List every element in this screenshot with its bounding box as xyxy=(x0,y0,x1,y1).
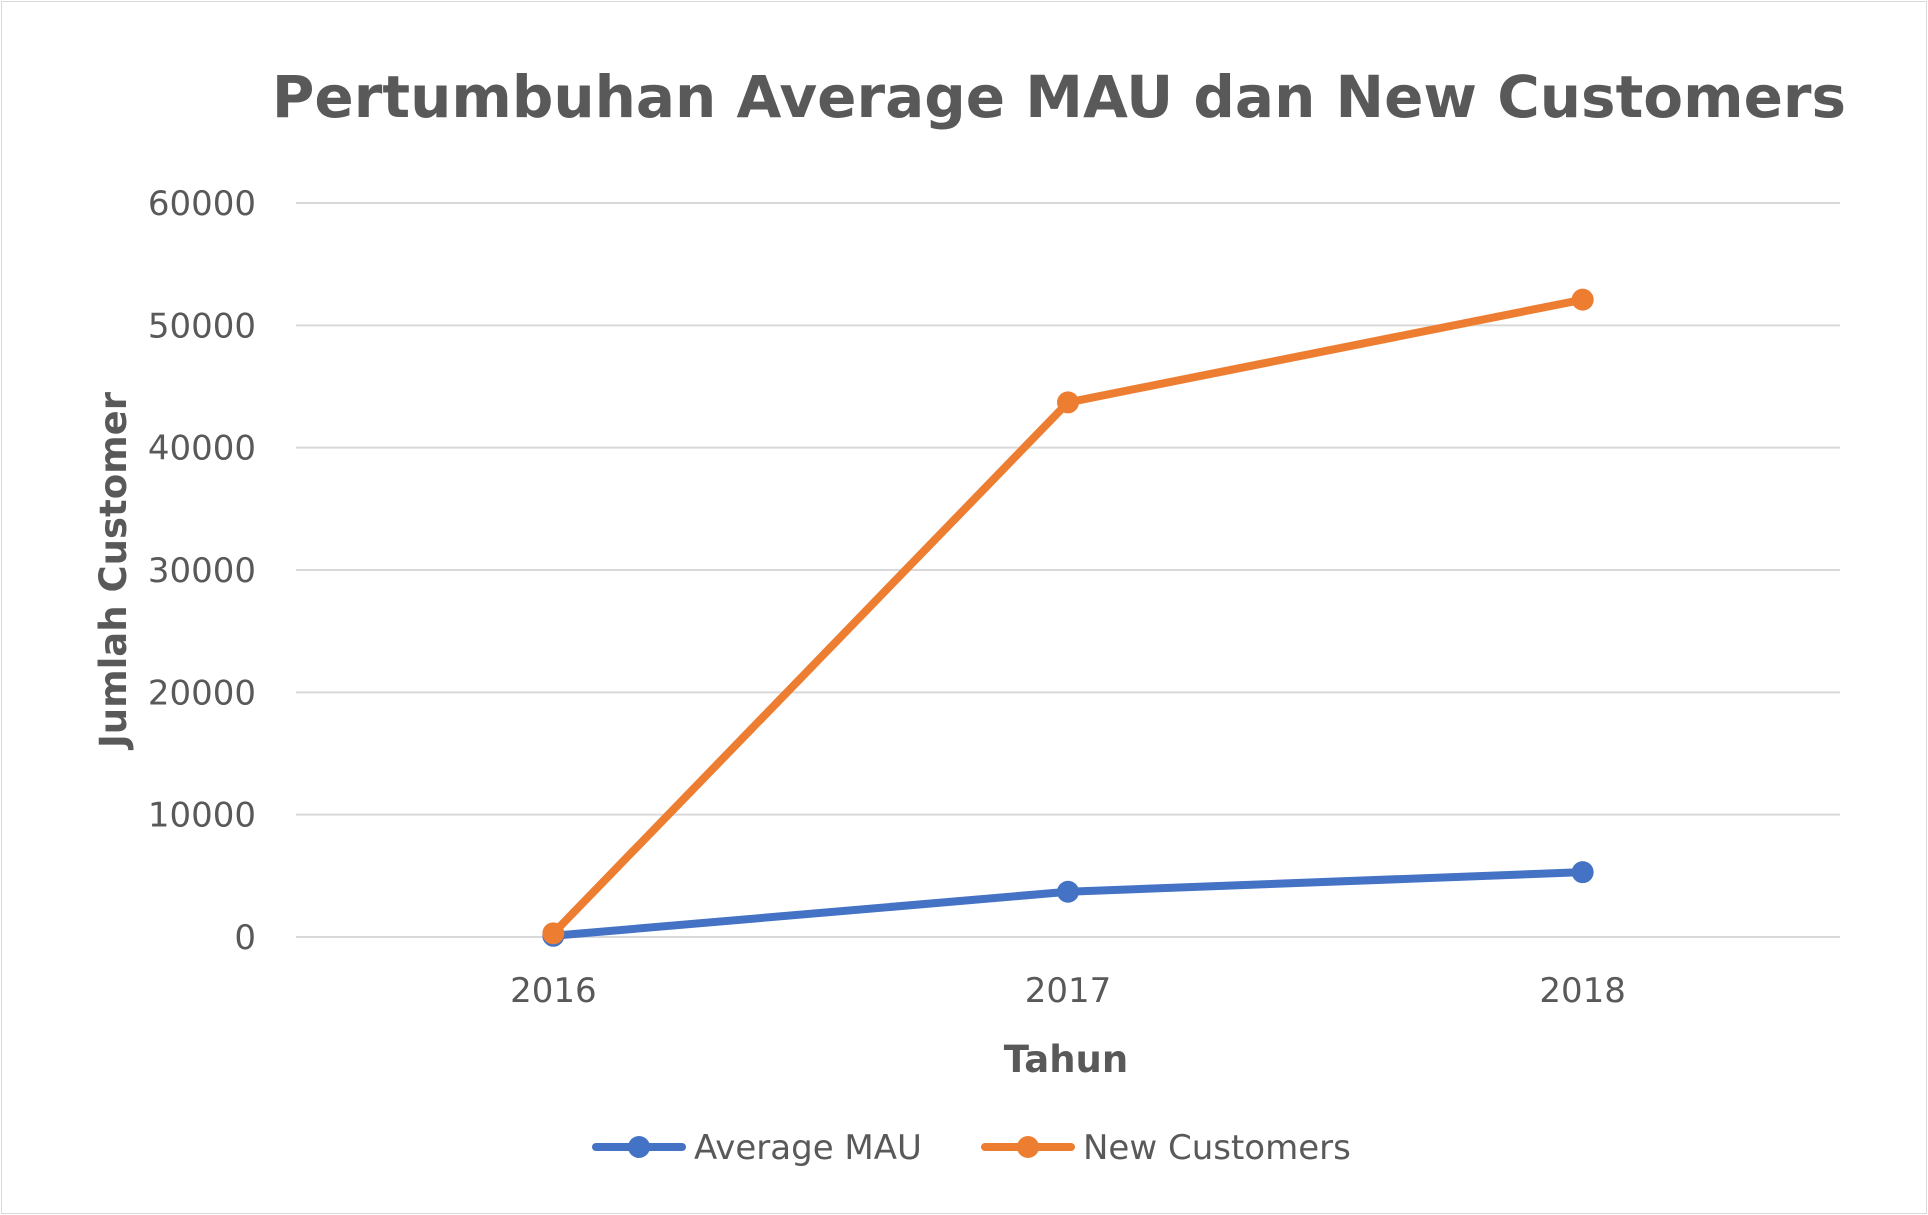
x-axis-title: Tahun xyxy=(1004,1038,1128,1081)
legend-marker-new-customers xyxy=(1017,1136,1039,1158)
data-point-average-mau xyxy=(1057,880,1079,903)
data-point-new-customers xyxy=(1057,391,1079,414)
x-tick-label: 2016 xyxy=(510,971,597,1011)
x-tick-label: 2018 xyxy=(1539,971,1626,1011)
data-point-average-mau xyxy=(1571,861,1594,884)
legend-marker-average-mau xyxy=(628,1136,650,1158)
y-axis-ticks: 0 10000 20000 30000 40000 50000 60000 xyxy=(148,184,256,958)
series-average-mau xyxy=(542,861,1594,947)
legend-label-average-mau: Average MAU xyxy=(694,1128,922,1168)
y-tick-label: 0 xyxy=(234,918,256,958)
y-tick-label: 10000 xyxy=(148,796,256,836)
y-tick-label: 20000 xyxy=(148,673,256,713)
y-tick-label: 40000 xyxy=(148,429,256,469)
data-point-new-customers xyxy=(1571,288,1594,311)
legend-label-new-customers: New Customers xyxy=(1083,1128,1351,1168)
x-tick-label: 2017 xyxy=(1025,971,1112,1011)
x-axis-ticks: 2016 2017 2018 xyxy=(510,971,1626,1011)
chart-title: Pertumbuhan Average MAU dan New Customer… xyxy=(272,63,1846,131)
series-group xyxy=(542,288,1594,947)
y-tick-label: 60000 xyxy=(148,184,256,224)
legend: Average MAU New Customers xyxy=(592,1128,1351,1168)
y-axis-title: Jumlah Customer xyxy=(92,391,135,751)
gridlines xyxy=(296,202,1840,938)
series-new-customers xyxy=(542,288,1594,945)
y-tick-label: 50000 xyxy=(148,306,256,346)
data-point-new-customers xyxy=(542,922,565,945)
y-tick-label: 30000 xyxy=(148,551,256,591)
legend-item-new-customers: New Customers xyxy=(981,1128,1351,1168)
legend-item-average-mau: Average MAU xyxy=(592,1128,922,1168)
